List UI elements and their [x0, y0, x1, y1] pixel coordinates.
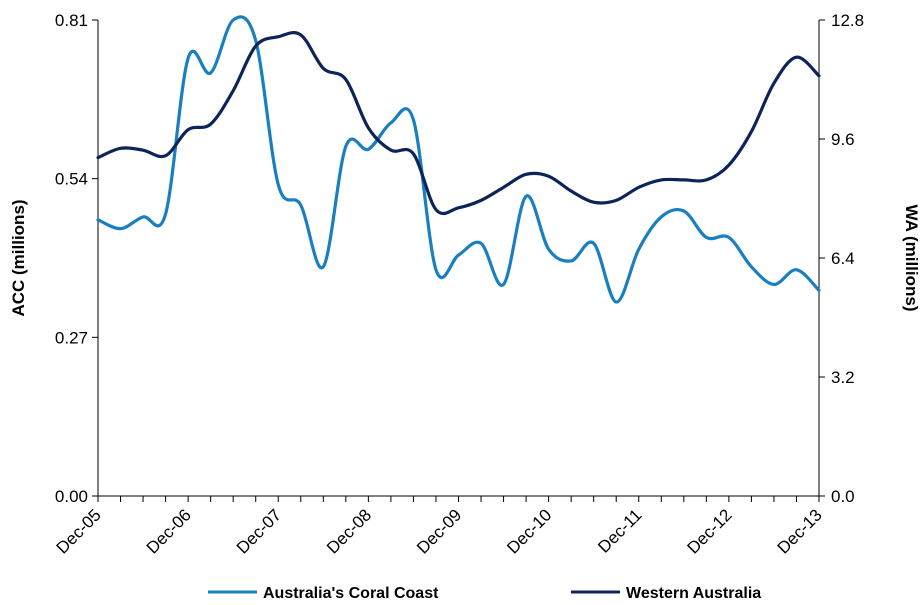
right-tick-label: 9.6: [831, 130, 855, 149]
x-tick-label: Dec-07: [233, 505, 285, 557]
x-tick-label: Dec-11: [594, 505, 645, 556]
legend: Australia's Coral Coast Western Australi…: [208, 585, 761, 602]
right-ticks: 0.0 3.2 6.4 9.6 12.8: [819, 11, 864, 506]
x-tick-label: Dec-13: [774, 505, 826, 557]
series-line-western-australia: [96, 31, 821, 216]
series-line-coral-coast: [96, 15, 821, 304]
right-tick-label: 0.0: [831, 487, 855, 506]
left-tick-label: 0.00: [55, 487, 88, 506]
left-tick-label: 0.27: [55, 328, 88, 347]
right-tick-label: 3.2: [831, 368, 855, 387]
legend-label-western-australia: Western Australia: [626, 585, 761, 602]
x-ticks: Dec-05 Dec-06 Dec-07 Dec-08 Dec-09 Dec-10 Dec-…: [53, 496, 826, 558]
right-tick-label: 12.8: [831, 11, 864, 30]
x-tick-label: Dec-10: [503, 505, 555, 557]
right-axis-title: WA (millions): [902, 204, 921, 311]
legend-label-coral-coast: Australia's Coral Coast: [263, 585, 439, 602]
x-tick-label: Dec-06: [143, 505, 195, 557]
series-lines: [96, 15, 821, 304]
left-axis-title: ACC (millions): [9, 199, 28, 316]
x-tick-label: Dec-08: [323, 505, 375, 557]
left-tick-label: 0.54: [55, 170, 88, 189]
left-ticks: 0.00 0.27 0.54 0.81: [55, 11, 98, 506]
right-tick-label: 6.4: [831, 249, 855, 268]
left-tick-label: 0.81: [55, 11, 88, 30]
x-tick-label: Dec-12: [684, 505, 736, 557]
x-tick-label: Dec-05: [53, 505, 105, 557]
x-tick-label: Dec-09: [413, 505, 465, 557]
axes: [97, 20, 820, 497]
